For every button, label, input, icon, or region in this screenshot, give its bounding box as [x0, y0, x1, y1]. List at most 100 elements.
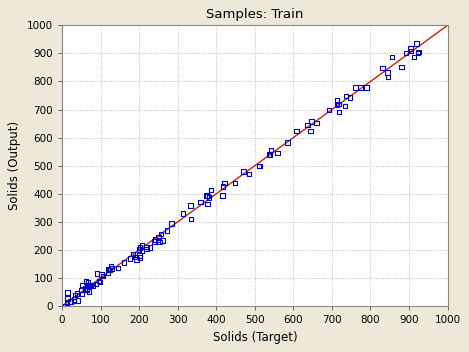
Point [388, 55, 395, 60]
Point [410, 54, 417, 60]
Point [104, 270, 112, 276]
Point [136, 253, 143, 258]
Point [136, 247, 143, 252]
Point [342, 93, 350, 99]
Point [99, 273, 106, 279]
Point [98, 272, 106, 277]
Point [154, 237, 161, 243]
Point [70, 297, 77, 302]
Point [265, 152, 272, 157]
Point [105, 267, 113, 273]
Point [231, 180, 239, 186]
Point [120, 260, 128, 265]
Point [304, 122, 311, 128]
Point [313, 120, 320, 126]
Point [71, 292, 79, 298]
Point [197, 199, 204, 205]
Point [284, 140, 291, 145]
Point [347, 95, 354, 100]
Point [207, 187, 215, 193]
Point [73, 291, 81, 296]
Point [273, 150, 281, 156]
Point [356, 85, 364, 90]
Point [335, 109, 343, 115]
Point [95, 278, 103, 284]
Point [114, 265, 122, 271]
Point [335, 101, 342, 107]
Point [84, 282, 92, 288]
Point [74, 298, 82, 303]
Point [83, 286, 91, 292]
Point [205, 195, 213, 200]
Point [136, 255, 144, 260]
Point [86, 282, 94, 288]
Point [70, 298, 78, 304]
Point [138, 248, 145, 254]
Point [107, 264, 115, 269]
Point [168, 221, 175, 226]
Point [83, 287, 90, 293]
Point [61, 303, 69, 309]
Point [384, 70, 391, 75]
Point [82, 279, 90, 284]
Point [81, 286, 89, 291]
Point [159, 238, 166, 243]
Point [146, 245, 153, 250]
Point [78, 287, 85, 293]
Point [108, 265, 116, 271]
Point [133, 257, 140, 263]
Point [255, 163, 263, 169]
Point [341, 103, 349, 108]
Point [402, 50, 409, 56]
Point [92, 281, 100, 287]
Point [398, 64, 405, 70]
Point [245, 171, 253, 177]
Point [151, 237, 159, 242]
Point [63, 300, 71, 306]
Point [84, 280, 92, 285]
Y-axis label: Solids (Output): Solids (Output) [8, 121, 21, 210]
Point [240, 169, 247, 174]
Point [93, 271, 100, 276]
Point [64, 296, 71, 301]
Point [78, 291, 86, 297]
Point [127, 256, 134, 262]
Point [307, 128, 314, 134]
Point [143, 246, 150, 252]
Point [163, 228, 171, 233]
Point [143, 244, 150, 250]
Point [219, 193, 226, 199]
Point [106, 267, 113, 272]
Point [187, 203, 194, 208]
Point [150, 239, 158, 244]
Point [179, 211, 187, 216]
Title: Samples: Train: Samples: Train [206, 8, 303, 21]
Point [266, 152, 273, 158]
Point [104, 267, 112, 272]
Point [136, 245, 144, 251]
Point [325, 107, 333, 113]
X-axis label: Solids (Target): Solids (Target) [212, 331, 297, 344]
Point [407, 46, 414, 51]
Point [256, 163, 263, 169]
Point [138, 243, 146, 249]
Point [415, 49, 422, 55]
Point [413, 41, 420, 46]
Point [293, 128, 300, 134]
Point [155, 234, 162, 240]
Point [157, 231, 165, 237]
Point [79, 283, 86, 288]
Point [87, 283, 94, 288]
Point [408, 48, 415, 54]
Point [363, 85, 370, 90]
Point [379, 65, 386, 71]
Point [67, 298, 74, 304]
Point [204, 193, 211, 199]
Point [85, 289, 93, 294]
Point [204, 201, 211, 207]
Point [219, 184, 227, 189]
Point [64, 290, 71, 295]
Point [129, 251, 136, 257]
Point [352, 85, 359, 90]
Point [84, 283, 91, 289]
